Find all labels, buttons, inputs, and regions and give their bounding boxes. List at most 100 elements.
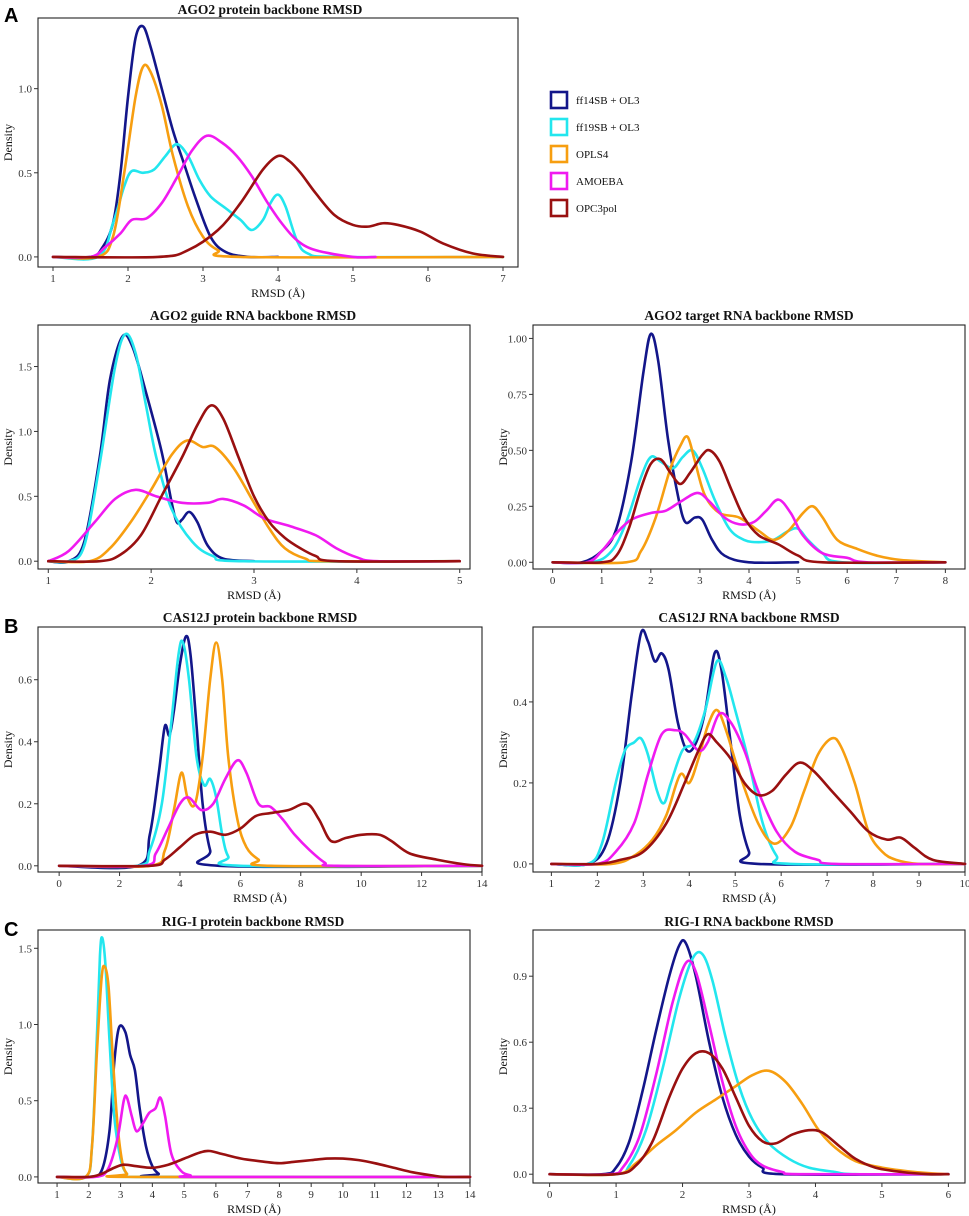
x-tick-label: 2 — [680, 1189, 686, 1201]
series-line-opls4 — [46, 439, 462, 564]
x-tick-label: 7 — [824, 878, 830, 890]
y-axis-label: Density — [1, 124, 15, 161]
x-tick-label: 4 — [275, 273, 281, 285]
x-tick-label: 2 — [648, 575, 654, 587]
series-line-amoeba — [46, 488, 462, 563]
y-tick-label: 0.5 — [18, 168, 32, 180]
chart-title: RIG-I protein backbone RMSD — [162, 914, 345, 929]
x-tick-label: 0 — [547, 1189, 553, 1201]
plot-frame — [532, 626, 966, 873]
chart-p1: AGO2 protein backbone RMSD A 1 2 3 4 5 6 7 0.0 0.5… — [1, 2, 519, 300]
x-tick-label: 8 — [298, 878, 304, 890]
x-tick-label: 2 — [86, 1189, 92, 1201]
plot-frame — [37, 626, 483, 873]
x-tick-label: 4 — [150, 1189, 156, 1201]
series-line-opls4 — [51, 63, 505, 260]
series-line-amoeba — [548, 959, 950, 1176]
series-line-opc3pol — [548, 1049, 950, 1177]
chart-p2: AGO2 guide RNA backbone RMSD 1 2 3 4 5 0.0 0.5 1… — [1, 308, 471, 602]
chart-title: CAS12J RNA backbone RMSD — [658, 610, 839, 625]
y-axis-label: Density — [496, 731, 510, 768]
y-axis-label: Density — [1, 428, 15, 465]
x-tick-label: 3 — [118, 1189, 124, 1201]
y-tick-label: 0.2 — [18, 799, 32, 811]
x-tick-label: 10 — [337, 1189, 349, 1201]
x-tick-label: 1 — [54, 1189, 60, 1201]
x-tick-label: 6 — [844, 575, 850, 587]
y-tick-label: 0.25 — [508, 501, 528, 513]
panel-label-a: A — [4, 5, 18, 27]
series-line-ff14sb-ol3 — [57, 634, 484, 870]
series-line-amoeba — [51, 134, 377, 259]
y-tick-label: 0.0 — [18, 1172, 32, 1184]
x-tick-label: 4 — [354, 575, 360, 587]
legend-swatch-ff14sb-ol3 — [549, 90, 569, 110]
y-tick-label: 1.0 — [18, 1019, 32, 1031]
y-axis-label: Density — [496, 1038, 510, 1075]
chart-p5: CAS12J RNA backbone RMSD 1 2 3 4 5 6 7 8 9 10 0.0 0.… — [496, 610, 969, 905]
y-tick-label: 0.4 — [513, 697, 527, 709]
panel-label-b: B — [4, 616, 18, 638]
x-tick-label: 2 — [148, 575, 154, 587]
x-tick-label: 0 — [550, 575, 556, 587]
y-tick-label: 0.9 — [513, 971, 527, 983]
x-tick-label: 10 — [356, 878, 368, 890]
x-tick-label: 1 — [50, 273, 56, 285]
y-tick-label: 0.6 — [18, 675, 32, 687]
y-tick-label: 0.4 — [18, 737, 32, 749]
legend: ff14SB + OL3 ff19SB + OL3 OPLS4 AMOEBA OPC3p… — [549, 90, 640, 218]
x-tick-label: 2 — [125, 273, 131, 285]
x-tick-label: 6 — [213, 1189, 219, 1201]
y-tick-label: 0.0 — [513, 859, 527, 871]
y-tick-label: 1.0 — [18, 426, 32, 438]
x-tick-label: 2 — [595, 878, 601, 890]
chart-title: AGO2 guide RNA backbone RMSD — [150, 308, 357, 323]
x-tick-label: 6 — [778, 878, 784, 890]
x-tick-label: 1 — [599, 575, 605, 587]
x-tick-label: 6 — [238, 878, 244, 890]
x-axis-label: RMSD (Å) — [233, 891, 287, 905]
x-tick-label: 9 — [916, 878, 922, 890]
x-tick-label: 4 — [813, 1189, 819, 1201]
series-line-ff19sb-ol3 — [550, 658, 967, 867]
x-tick-label: 7 — [245, 1189, 251, 1201]
y-tick-label: 0.0 — [18, 556, 32, 568]
x-tick-label: 2 — [117, 878, 123, 890]
y-tick-label: 0.5 — [18, 491, 32, 503]
x-tick-label: 5 — [457, 575, 463, 587]
series-line-opc3pol — [550, 732, 967, 866]
legend-label-opls4: OPLS4 — [576, 149, 609, 161]
legend-swatch-amoeba — [549, 171, 569, 191]
x-tick-label: 4 — [177, 878, 183, 890]
x-axis-label: RMSD (Å) — [722, 588, 776, 602]
series-line-ff19sb-ol3 — [551, 448, 947, 565]
y-tick-label: 0.6 — [513, 1037, 527, 1049]
series-line-opls4 — [57, 641, 484, 869]
y-tick-label: 1.5 — [18, 943, 32, 955]
series-line-opc3pol — [57, 802, 484, 868]
x-tick-label: 3 — [200, 273, 206, 285]
chart-title: AGO2 target RNA backbone RMSD — [644, 308, 853, 323]
legend-label-ff14sb-ol3: ff14SB + OL3 — [576, 95, 640, 107]
x-tick-label: 5 — [350, 273, 356, 285]
y-tick-label: 0.75 — [508, 389, 528, 401]
plot-frame — [37, 929, 471, 1184]
legend-label-amoeba: AMOEBA — [576, 176, 624, 188]
chart-p4: CAS12J protein backbone RMSD B 0 2 4 6 8 10 12 14… — [1, 610, 488, 905]
chart-p3: AGO2 target RNA backbone RMSD 0 1 2 3 4 5 6 7 8 0.… — [496, 308, 966, 602]
series-line-ff14sb-ol3 — [46, 333, 256, 564]
series-line-ff19sb-ol3 — [57, 639, 484, 869]
x-tick-label: 6 — [946, 1189, 952, 1201]
series-line-opc3pol — [551, 448, 947, 565]
y-tick-label: 1.0 — [18, 84, 32, 96]
y-tick-label: 0.00 — [508, 557, 528, 569]
x-tick-label: 14 — [465, 1189, 477, 1201]
legend-label-opc3pol: OPC3pol — [576, 203, 617, 215]
chart-title: CAS12J protein backbone RMSD — [163, 610, 358, 625]
x-tick-label: 8 — [277, 1189, 283, 1201]
x-tick-label: 5 — [795, 575, 801, 587]
y-tick-label: 0.0 — [18, 861, 32, 873]
x-axis-label: RMSD (Å) — [227, 1202, 281, 1216]
y-tick-label: 0.3 — [513, 1103, 527, 1115]
